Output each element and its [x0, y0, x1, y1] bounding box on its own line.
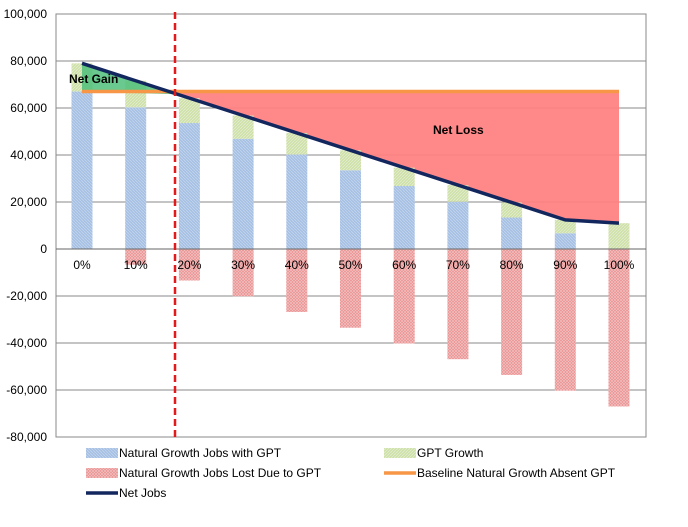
y-tick-label: 40,000 — [10, 148, 47, 162]
bar-jobs-lost — [554, 249, 576, 391]
x-tick-label: 80% — [500, 258, 524, 272]
y-tick-label: -20,000 — [6, 289, 47, 303]
x-tick-label: 70% — [446, 258, 470, 272]
y-tick-label: 100,000 — [4, 7, 48, 21]
legend-label-jobs-lost: Natural Growth Jobs Lost Due to GPT — [119, 466, 322, 480]
net-loss-label: Net Loss — [433, 123, 484, 137]
y-tick-label: -60,000 — [6, 383, 47, 397]
bar-jobs-lost — [340, 249, 361, 328]
bar-jobs-lost — [232, 249, 254, 297]
bar-gpt-growth — [286, 132, 308, 155]
gridlines — [55, 13, 647, 438]
bar-natural-growth — [286, 154, 308, 249]
y-tick-label: 80,000 — [10, 54, 47, 68]
bar-natural-growth — [232, 138, 254, 249]
x-tick-label: 40% — [285, 258, 309, 272]
bar-jobs-lost — [393, 249, 415, 344]
x-tick-label: 100% — [604, 258, 635, 272]
x-tick-label: 50% — [338, 258, 362, 272]
legend-item-net-jobs: Net Jobs — [86, 486, 166, 500]
x-tick-label: 30% — [231, 258, 255, 272]
y-tick-label: 20,000 — [10, 195, 47, 209]
axes: 100,000 80,000 60,000 40,000 20,000 0 -20,000 -… — [4, 7, 646, 444]
net-loss-region — [177, 91, 619, 224]
bar-natural-growth — [125, 107, 147, 249]
bar-jobs-lost — [501, 249, 523, 375]
legend-item-jobs-lost: Natural Growth Jobs Lost Due to GPT — [86, 466, 322, 480]
legend-item-baseline: Baseline Natural Growth Absent GPT — [384, 466, 616, 480]
legend-swatch-natural-growth — [86, 448, 118, 458]
bar-gpt-growth — [501, 202, 523, 218]
bar-gpt-growth — [393, 167, 415, 187]
bar-natural-growth — [447, 201, 469, 249]
legend-label-gpt-growth: GPT Growth — [417, 446, 483, 460]
bar-jobs-lost — [178, 249, 200, 281]
legend-label-baseline: Baseline Natural Growth Absent GPT — [417, 466, 616, 480]
legend-swatch-gpt-growth — [384, 448, 416, 458]
net-loss-area — [177, 91, 619, 224]
bar-jobs-lost — [608, 249, 630, 407]
bar-jobs-lost — [125, 249, 147, 265]
legend-item-gpt-growth: GPT Growth — [384, 446, 483, 460]
legend-label-net-jobs: Net Jobs — [119, 486, 166, 500]
legend-label-natural-growth: Natural Growth Jobs with GPT — [119, 446, 282, 460]
net-gain-label: Net Gain — [69, 72, 118, 86]
x-tick-label: 60% — [392, 258, 416, 272]
x-tick-label: 90% — [553, 258, 577, 272]
bar-jobs-lost — [447, 249, 469, 360]
bar-natural-growth — [71, 91, 93, 249]
y-tick-label: -80,000 — [6, 430, 47, 444]
x-tick-label: 10% — [124, 258, 148, 272]
legend: Natural Growth Jobs with GPT GPT Growth … — [86, 446, 616, 500]
line-net-jobs — [81, 61, 620, 225]
x-tick-label: 0% — [73, 258, 91, 272]
y-tick-label: 0 — [40, 242, 47, 256]
bar-jobs-lost — [286, 249, 308, 312]
bar-gpt-growth — [608, 223, 630, 249]
bar-natural-growth — [554, 233, 576, 249]
bars — [71, 63, 630, 407]
y-tick-label: 60,000 — [10, 101, 47, 115]
y-tick-label: -40,000 — [6, 336, 47, 350]
bar-gpt-growth — [232, 115, 254, 139]
bar-gpt-growth — [340, 150, 361, 171]
lines — [81, 61, 620, 225]
bar-natural-growth — [178, 123, 200, 249]
bar-natural-growth — [393, 186, 415, 249]
bar-gpt-growth — [178, 98, 200, 124]
bar-gpt-growth — [554, 219, 576, 234]
bar-natural-growth — [501, 217, 523, 249]
x-tick-label: 20% — [177, 258, 201, 272]
bar-natural-growth — [340, 170, 361, 249]
bar-gpt-growth — [447, 185, 469, 202]
legend-item-natural-growth: Natural Growth Jobs with GPT — [86, 446, 282, 460]
legend-swatch-jobs-lost — [86, 468, 118, 478]
